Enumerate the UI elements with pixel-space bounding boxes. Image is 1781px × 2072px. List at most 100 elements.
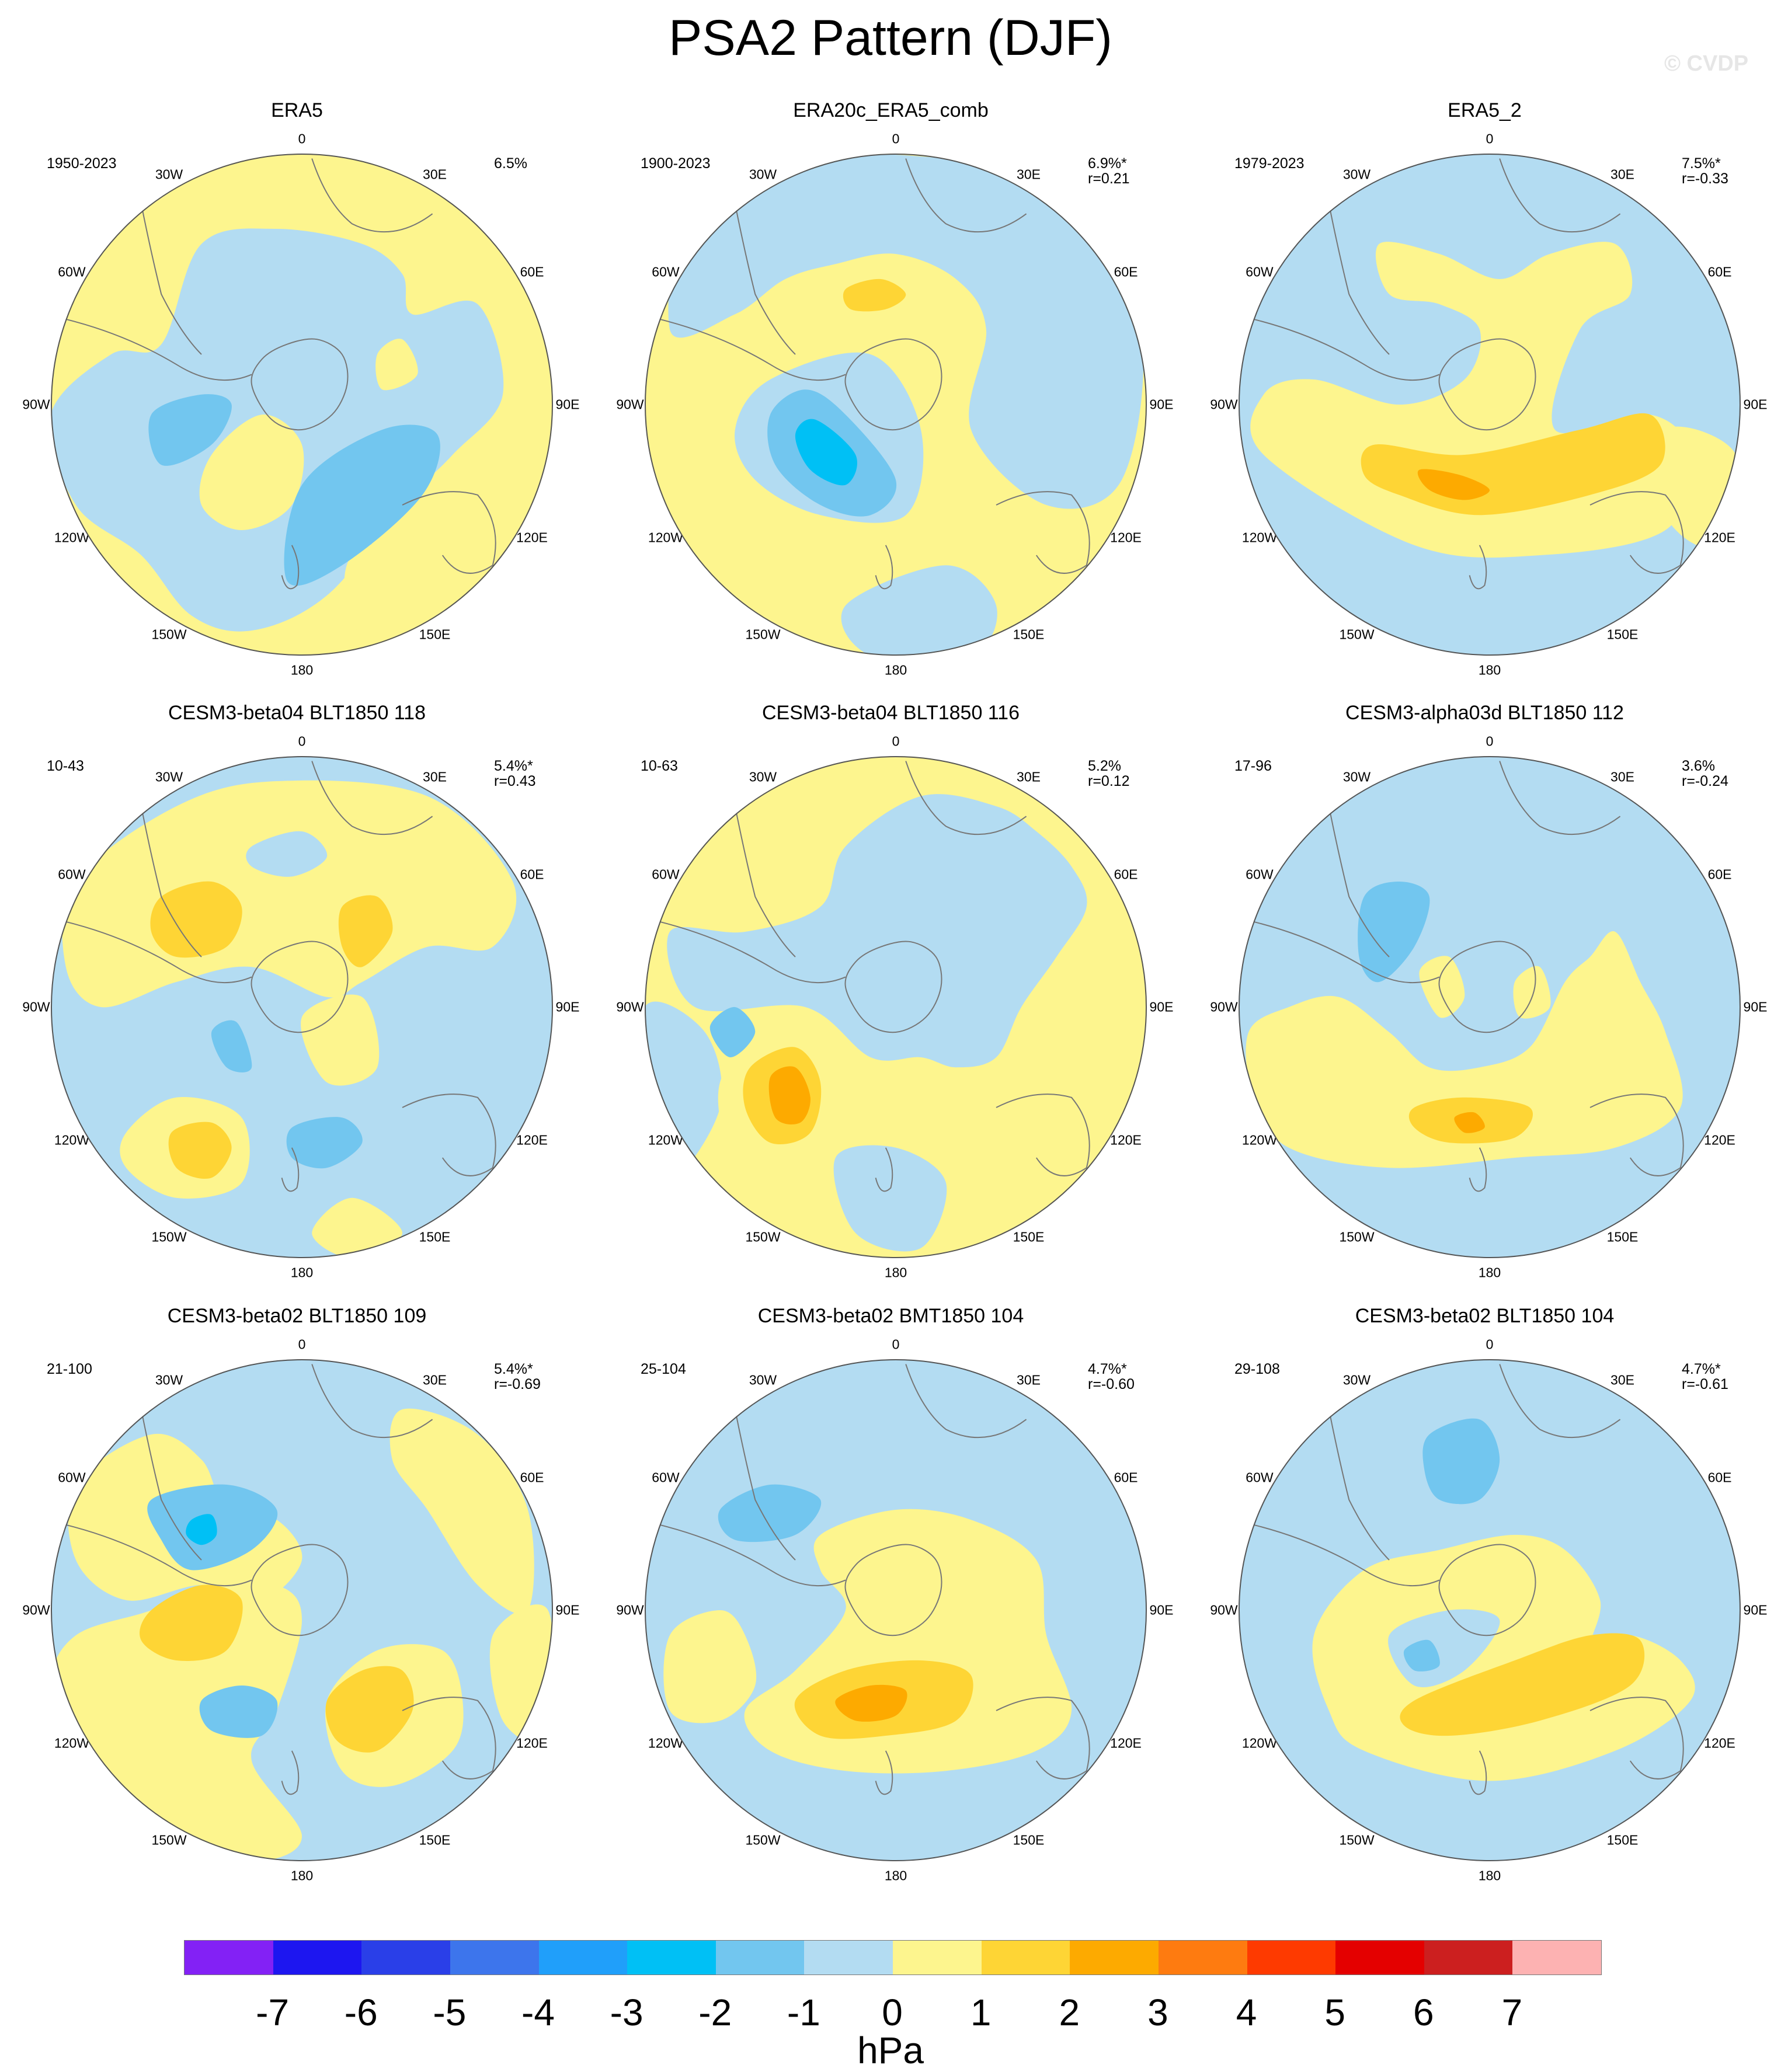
coastline [996, 491, 1090, 574]
map-rim [645, 756, 1147, 1258]
geo-label: 180 [1478, 662, 1501, 678]
geo-label: 150W [1339, 1229, 1375, 1245]
colorbar-tick-label: -1 [787, 1991, 820, 2033]
watermark: © CVDP [1664, 51, 1749, 76]
geo-label: 150W [151, 1229, 187, 1245]
antarctica-coastline [844, 941, 942, 1033]
geo-label: 120E [1704, 1132, 1735, 1147]
anomaly-contour [389, 1408, 534, 1614]
geo-label: 60E [1114, 264, 1138, 279]
coastline [140, 1409, 202, 1561]
geo-label: 90E [555, 1602, 580, 1618]
colorbar-swatch [361, 1941, 450, 1975]
geo-label: 120W [648, 530, 683, 545]
geo-label: 30E [1610, 769, 1634, 785]
map-panel: CESM3-beta02 BMT1850 104 25-104 4.7%* r=-0.… [594, 1304, 1188, 1905]
colorbar-swatch [893, 1941, 982, 1975]
coastline [1589, 1094, 1684, 1176]
anomaly-contour [1513, 966, 1551, 1019]
geo-label: 120E [516, 530, 548, 545]
anomaly-contour [833, 1145, 947, 1252]
year-range: 10-63 [641, 758, 678, 774]
coastline [1499, 158, 1621, 233]
variance-explained: 5.4%* [494, 1361, 533, 1377]
variance-explained: 6.9%* [1088, 155, 1127, 172]
coastline [996, 1697, 1090, 1780]
colorbar-units: hPa [857, 2029, 924, 2071]
map-panel: CESM3-beta04 BLT1850 116 10-63 5.2% r=0.12 0… [594, 701, 1188, 1302]
coastline [1328, 806, 1390, 957]
geo-label: 60W [652, 1469, 680, 1485]
variance-explained: 5.4%* [494, 758, 533, 774]
colorbar-tick-label: 4 [1236, 1991, 1257, 2033]
geo-label: 30E [1017, 1372, 1041, 1388]
anomaly-contour [286, 1117, 363, 1169]
polar-map [645, 154, 1147, 656]
coastline [1499, 1364, 1621, 1439]
polar-map [1239, 1359, 1741, 1861]
antarctica-coastline [251, 1544, 349, 1636]
polar-map [645, 756, 1147, 1258]
map-panel: CESM3-beta02 BLT1850 104 29-108 4.7%* r=-0.… [1188, 1304, 1781, 1905]
colorbar-swatch [804, 1941, 893, 1975]
geo-label: 150E [419, 626, 451, 642]
geo-label: 150W [745, 1229, 781, 1245]
colorbar-swatch [185, 1941, 273, 1975]
geo-label: 60E [520, 264, 544, 279]
colorbar [184, 1940, 1602, 1975]
panel-title: ERA5 [271, 99, 323, 121]
anomaly-contour [663, 1610, 757, 1723]
geo-label: 30E [1017, 166, 1041, 182]
geo-label: 30W [155, 1372, 183, 1388]
variance-explained: 3.6% [1682, 758, 1715, 774]
coastline [1469, 545, 1487, 590]
anomaly-contour [768, 1066, 811, 1124]
geo-label: 30W [1342, 166, 1371, 182]
geo-label: 180 [290, 1868, 314, 1883]
geo-label: 150E [1606, 626, 1639, 642]
geo-label: 120E [1704, 530, 1735, 545]
geo-label: 90W [616, 999, 644, 1015]
geo-label: 120E [516, 1132, 548, 1147]
geo-label: 60E [1707, 264, 1732, 279]
anomaly-contour [1358, 882, 1430, 983]
coastline [1328, 1409, 1390, 1561]
antarctica-coastline [1438, 1544, 1536, 1636]
panel-title: CESM3-beta02 BMT1850 104 [757, 1305, 1024, 1327]
anomaly-contour [148, 394, 232, 466]
geo-label: 90E [555, 396, 580, 412]
geo-label: 120W [648, 1132, 683, 1147]
year-range: 17-96 [1234, 758, 1272, 774]
map-panel: CESM3-alpha03d BLT1850 112 17-96 3.6% r=-0.… [1188, 701, 1781, 1302]
geo-label: 150W [151, 1832, 187, 1848]
geo-label: 60W [58, 264, 86, 279]
colorbar-tick-label: 7 [1501, 1991, 1523, 2033]
pattern-correlation: r=-0.61 [1682, 1376, 1728, 1392]
polar-map [51, 1359, 553, 1861]
coastline [1589, 1697, 1684, 1780]
variance-explained: 5.2% [1088, 758, 1121, 774]
geo-label: 60W [652, 264, 680, 279]
antarctica-coastline [251, 941, 349, 1033]
pattern-correlation: r=-0.69 [494, 1376, 541, 1392]
pattern-correlation: r=-0.60 [1088, 1376, 1135, 1392]
geo-label: 0 [892, 733, 900, 749]
panel-title: CESM3-beta04 BLT1850 118 [168, 702, 426, 724]
geo-label: 60W [1246, 1469, 1274, 1485]
geo-label: 30E [1610, 166, 1634, 182]
map-panel: CESM3-beta04 BLT1850 118 10-43 5.4%* r=0.43… [0, 701, 594, 1302]
year-range: 10-43 [47, 758, 84, 774]
coastline [659, 1524, 846, 1586]
anomaly-contour [841, 565, 997, 656]
colorbar-swatch [1424, 1941, 1513, 1975]
anomaly-contour [709, 1007, 756, 1058]
geo-label: 90E [1149, 1602, 1174, 1618]
coastline [1253, 1524, 1440, 1586]
anomaly-contour [1422, 1418, 1500, 1505]
geo-label: 150E [1013, 1832, 1045, 1848]
coastline [402, 1094, 496, 1176]
geo-label: 30E [423, 1372, 447, 1388]
coastline [875, 1147, 893, 1192]
map-rim [1239, 1359, 1741, 1861]
geo-label: 30E [1017, 769, 1041, 785]
